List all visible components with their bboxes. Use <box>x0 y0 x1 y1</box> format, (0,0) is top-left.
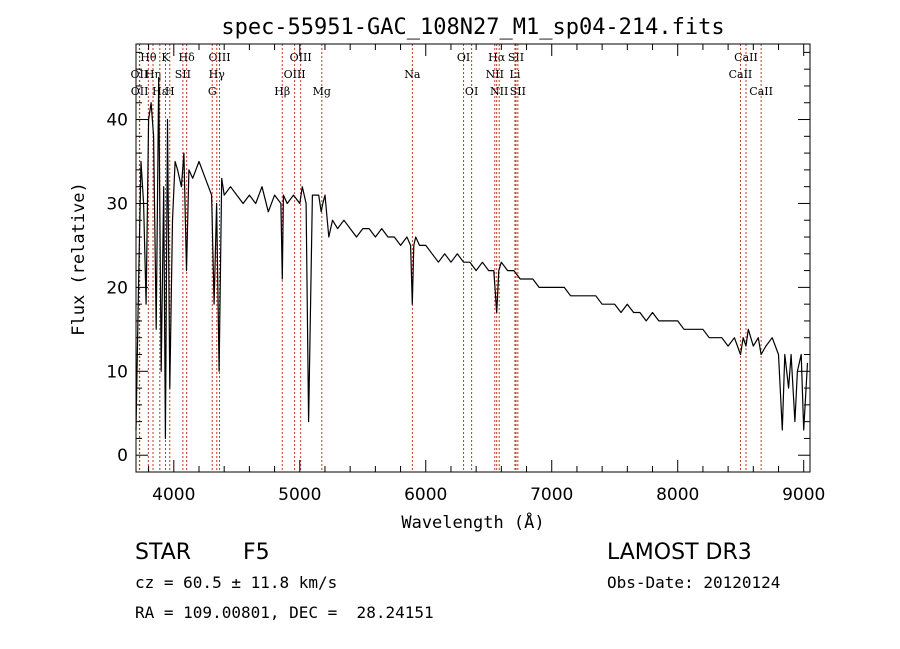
y-tick-label: 10 <box>106 362 128 382</box>
spectral-line-label: Mg <box>313 85 331 98</box>
chart-title: spec-55951-GAC_108N27_M1_sp04-214.fits <box>221 15 724 40</box>
x-tick-label: 8000 <box>656 485 699 505</box>
y-tick-label: 30 <box>106 194 128 214</box>
spectral-line-label: SII <box>508 51 524 64</box>
spectral-line-label: OIII <box>290 51 312 64</box>
spectral-line-label: SII <box>510 85 526 98</box>
spectral-line-label: OI <box>457 51 470 64</box>
plot-frame <box>135 43 811 473</box>
spectral-line-label: OII <box>131 68 149 81</box>
spectral-line-label: OIII <box>208 51 230 64</box>
spectral-line-label: Hη <box>145 68 161 81</box>
spectral-line-label: CaII <box>734 51 758 64</box>
spectral-line-label: NII <box>486 68 504 81</box>
object-subclass: F5 <box>243 540 270 565</box>
flux-series <box>135 76 809 439</box>
observation-date: Obs-Date: 20120124 <box>607 573 781 592</box>
y-tick-label: 0 <box>117 446 128 466</box>
spectral-line-label: K <box>161 51 170 64</box>
spectral-line-label: Hε <box>152 85 168 98</box>
x-tick-label: 6000 <box>404 485 447 505</box>
spectral-line-label: Hβ <box>274 85 290 98</box>
spectral-line-label: NII <box>490 85 508 98</box>
redshift-velocity: cz = 60.5 ± 11.8 km/s <box>135 573 338 592</box>
spectral-line-label: OII <box>131 85 149 98</box>
x-tick-label: 5000 <box>278 485 321 505</box>
x-axis-label: Wavelength (Å) <box>401 511 544 533</box>
flux-line <box>135 76 809 439</box>
object-class: STAR <box>135 540 192 565</box>
spectral-line-label: Hθ <box>140 51 157 64</box>
coordinates: RA = 109.00801, DEC = 28.24151 <box>135 603 434 622</box>
spectral-line-label: Li <box>510 68 521 81</box>
x-tick-label: 9000 <box>782 485 825 505</box>
spectral-line-label: OIII <box>284 68 306 81</box>
spectral-line-label: Na <box>404 68 421 81</box>
spectral-line-label: CaII <box>729 68 753 81</box>
axes: 4000 5000 6000 7000 8000 9000 0 10 20 30 40 <box>106 43 825 505</box>
spectral-line-label: Hδ <box>179 51 196 64</box>
spectral-line-label: G <box>208 85 217 98</box>
survey-name: LAMOST DR3 <box>607 540 752 565</box>
y-tick-label: 40 <box>106 111 128 131</box>
spectral-line-label: OI <box>465 85 478 98</box>
x-tick-label: 4000 <box>152 485 195 505</box>
spectral-line-label: CaII <box>749 85 773 98</box>
spectral-line-label: SII <box>175 68 191 81</box>
x-tick-label: 7000 <box>530 485 573 505</box>
y-axis-label: Flux (relative) <box>69 182 89 336</box>
y-tick-label: 20 <box>106 278 128 298</box>
spectral-line-label: H <box>165 85 175 98</box>
spectral-line-label: Hα <box>488 51 506 64</box>
spectral-line-label: Hγ <box>209 68 226 81</box>
